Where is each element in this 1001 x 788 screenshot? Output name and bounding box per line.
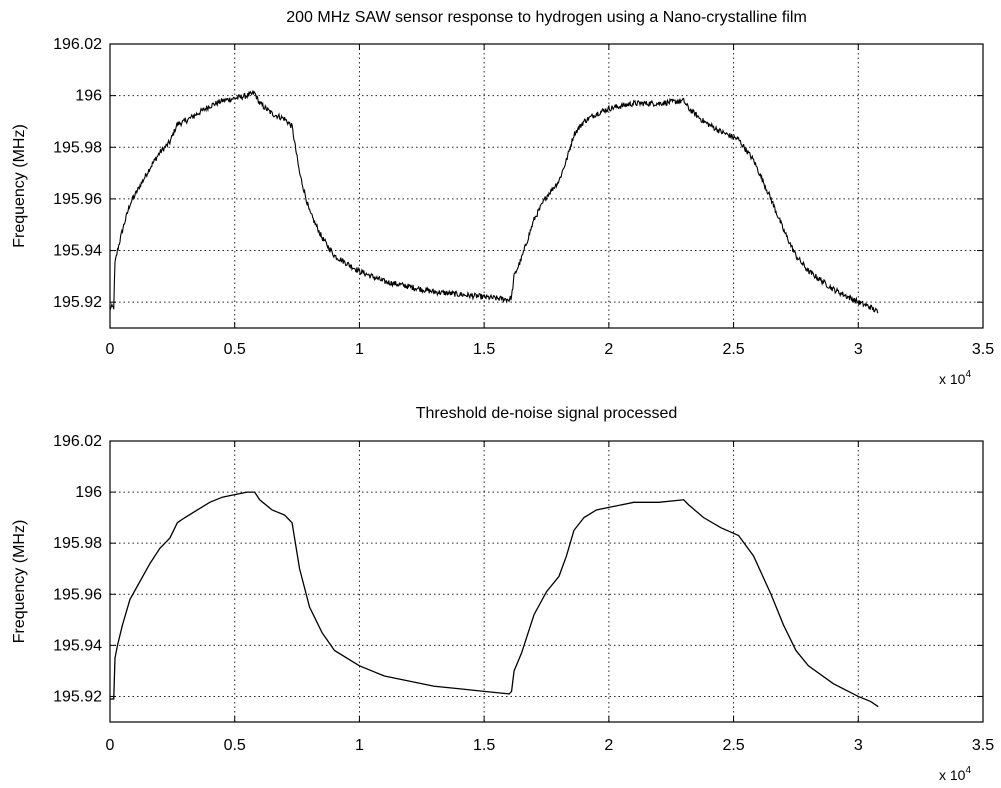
x-tick-label: 0.5	[224, 737, 246, 754]
x-tick-label: 3.5	[972, 341, 994, 358]
chart-title: 200 MHz SAW sensor response to hydrogen …	[286, 9, 807, 26]
y-tick-label: 196.02	[53, 36, 102, 53]
x-axis-multiplier: x 104	[939, 765, 971, 783]
y-tick-label: 196	[75, 484, 102, 501]
y-tick-label: 195.92	[53, 688, 102, 705]
x-tick-label: 1	[355, 341, 364, 358]
series-line-noisy	[109, 89, 879, 314]
y-axis-label: Frequency (MHz)	[11, 520, 28, 644]
x-multiplier-base: x 10	[939, 371, 966, 387]
x-tick-label: 1.5	[473, 737, 495, 754]
y-tick-label: 195.94	[53, 637, 102, 654]
y-tick-label: 195.94	[53, 243, 102, 260]
y-tick-label: 195.98	[53, 139, 102, 156]
y-tick-label: 195.96	[53, 191, 102, 208]
x-tick-label: 2	[604, 341, 613, 358]
chart-title: Threshold de-noise signal processed	[416, 405, 677, 422]
x-axis-multiplier: x 104	[939, 369, 971, 387]
x-tick-label: 3	[854, 737, 863, 754]
x-tick-label: 2.5	[722, 737, 744, 754]
x-tick-label: 0	[106, 341, 115, 358]
x-tick-label: 2.5	[722, 341, 744, 358]
x-tick-label: 1	[355, 737, 364, 754]
x-multiplier-exponent: 4	[965, 765, 971, 776]
chart-panel-1: 200 MHz SAW sensor response to hydrogen …	[11, 9, 994, 387]
plot-area-frame	[109, 43, 984, 329]
x-multiplier-exponent: 4	[965, 369, 971, 380]
y-tick-label: 196	[75, 88, 102, 105]
x-tick-label: 0	[106, 737, 115, 754]
x-tick-label: 1.5	[473, 341, 495, 358]
y-tick-label: 196.02	[53, 433, 102, 450]
y-tick-label: 195.92	[53, 294, 102, 311]
chart-panel-2: Threshold de-noise signal processed 0 0.5 1…	[11, 405, 994, 783]
x-tick-label: 3.5	[972, 737, 994, 754]
series-line-denoised	[110, 491, 879, 708]
x-tick-label: 0.5	[224, 341, 246, 358]
x-tick-label: 2	[604, 737, 613, 754]
x-tick-label: 3	[854, 341, 863, 358]
y-tick-label: 195.98	[53, 535, 102, 552]
y-axis-label: Frequency (MHz)	[11, 124, 28, 248]
y-tick-label: 195.96	[53, 586, 102, 603]
x-multiplier-base: x 10	[939, 767, 966, 783]
plot-area-frame	[109, 440, 984, 723]
